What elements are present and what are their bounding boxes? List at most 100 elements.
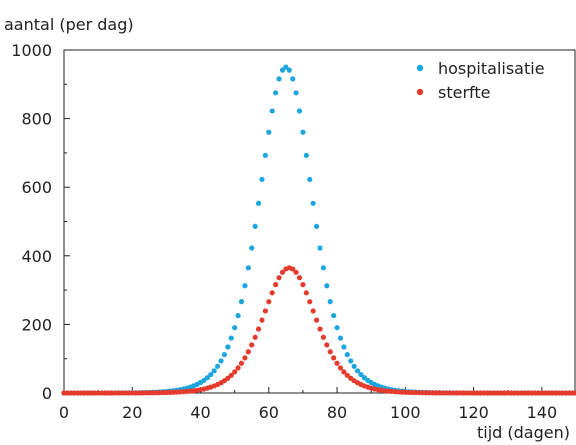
data-point-sterfte xyxy=(228,372,234,378)
data-point-sterfte xyxy=(249,342,255,348)
data-point-sterfte xyxy=(245,349,251,355)
x-tick-label: 140 xyxy=(527,403,558,422)
data-point-hospitalisatie xyxy=(307,176,313,183)
data-point-sterfte xyxy=(337,365,344,371)
plot-frame xyxy=(63,49,576,394)
data-point-hospitalisatie xyxy=(303,152,309,159)
data-point-hospitalisatie xyxy=(348,358,354,364)
data-point-sterfte xyxy=(238,360,245,366)
data-point-sterfte xyxy=(310,308,316,314)
legend: hospitalisatie sterfte xyxy=(416,59,545,102)
data-point-hospitalisatie xyxy=(344,351,350,358)
data-point-sterfte xyxy=(317,326,323,332)
data-point-sterfte xyxy=(324,342,330,348)
data-point-hospitalisatie xyxy=(269,108,275,114)
data-point-sterfte xyxy=(296,275,303,281)
data-point-hospitalisatie xyxy=(252,223,258,229)
data-point-hospitalisatie xyxy=(211,368,217,374)
data-point-sterfte xyxy=(225,375,231,381)
y-tick-label: 0 xyxy=(42,384,52,403)
data-point-sterfte xyxy=(307,299,313,305)
data-point-hospitalisatie xyxy=(228,335,234,341)
data-point-sterfte xyxy=(252,334,258,340)
data-point-sterfte xyxy=(262,308,268,314)
data-point-sterfte xyxy=(266,299,272,305)
data-point-hospitalisatie xyxy=(255,200,262,206)
data-point-hospitalisatie xyxy=(300,129,306,135)
data-points xyxy=(61,64,576,396)
data-point-hospitalisatie xyxy=(337,335,344,341)
data-point-hospitalisatie xyxy=(283,64,289,70)
data-point-sterfte xyxy=(334,360,340,366)
data-point-sterfte xyxy=(242,355,248,361)
x-tick-label: 0 xyxy=(59,403,69,422)
data-point-sterfte xyxy=(269,290,275,296)
data-point-hospitalisatie xyxy=(296,108,303,114)
data-point-sterfte xyxy=(341,369,347,375)
data-point-hospitalisatie xyxy=(262,152,268,159)
data-point-sterfte xyxy=(232,369,238,375)
data-point-hospitalisatie xyxy=(320,265,327,271)
x-tick-label: 60 xyxy=(259,403,279,422)
x-axis-title: tijd (dagen) xyxy=(477,423,570,442)
data-point-hospitalisatie xyxy=(273,90,279,96)
data-point-sterfte xyxy=(331,355,337,361)
data-point-sterfte xyxy=(313,317,320,323)
data-point-hospitalisatie xyxy=(215,363,221,369)
y-tick-label: 600 xyxy=(21,178,52,197)
data-point-sterfte xyxy=(279,269,286,275)
y-tick-label: 800 xyxy=(21,110,52,129)
data-point-hospitalisatie xyxy=(208,371,214,378)
data-point-sterfte xyxy=(300,282,306,288)
x-tick-label: 100 xyxy=(390,403,421,422)
data-point-sterfte xyxy=(276,275,282,281)
data-point-sterfte xyxy=(303,290,309,296)
data-point-hospitalisatie xyxy=(290,76,296,82)
data-point-hospitalisatie xyxy=(242,283,248,289)
data-point-sterfte xyxy=(290,266,296,272)
data-point-hospitalisatie xyxy=(238,299,245,305)
x-tick-label: 40 xyxy=(190,403,210,422)
data-point-hospitalisatie xyxy=(358,371,364,378)
legend-label: sterfte xyxy=(438,83,491,102)
data-point-hospitalisatie xyxy=(351,363,357,369)
data-point-hospitalisatie xyxy=(327,299,333,305)
legend-marker xyxy=(416,88,424,96)
data-point-hospitalisatie xyxy=(249,245,255,251)
data-point-sterfte xyxy=(320,334,327,340)
data-point-hospitalisatie xyxy=(331,312,337,319)
data-point-sterfte xyxy=(235,365,241,371)
y-tick-label: 200 xyxy=(21,315,52,334)
data-point-sterfte xyxy=(293,269,299,275)
data-point-sterfte xyxy=(344,372,350,378)
axes: 0 200 400 600 800 1000 0 20 40 60 80 100 120 140 xyxy=(11,41,576,422)
x-tick-label: 80 xyxy=(327,403,347,422)
data-point-hospitalisatie xyxy=(276,76,282,82)
data-point-sterfte xyxy=(255,326,262,332)
data-point-sterfte xyxy=(273,282,279,288)
data-point-hospitalisatie xyxy=(204,375,210,381)
data-point-hospitalisatie xyxy=(334,325,340,331)
data-point-hospitalisatie xyxy=(324,283,330,289)
y-tick-label: 1000 xyxy=(11,41,52,60)
y-tick-label: 400 xyxy=(21,247,52,266)
x-tick-label: 20 xyxy=(122,403,142,422)
data-point-hospitalisatie xyxy=(221,351,228,358)
data-point-hospitalisatie xyxy=(354,368,361,374)
data-point-hospitalisatie xyxy=(313,223,320,229)
data-point-sterfte xyxy=(259,317,265,323)
y-axis-title: aantal (per dag) xyxy=(4,15,134,34)
data-point-hospitalisatie xyxy=(279,67,286,73)
x-tick-label: 120 xyxy=(458,403,489,422)
data-point-sterfte xyxy=(327,349,333,355)
data-point-hospitalisatie xyxy=(225,344,231,350)
data-point-hospitalisatie xyxy=(218,358,224,364)
data-point-hospitalisatie xyxy=(286,67,292,73)
data-point-hospitalisatie xyxy=(341,344,347,350)
data-point-hospitalisatie xyxy=(266,129,272,135)
data-point-sterfte xyxy=(573,390,576,396)
legend-marker xyxy=(416,64,424,72)
data-point-hospitalisatie xyxy=(232,325,238,331)
data-point-hospitalisatie xyxy=(235,312,241,319)
